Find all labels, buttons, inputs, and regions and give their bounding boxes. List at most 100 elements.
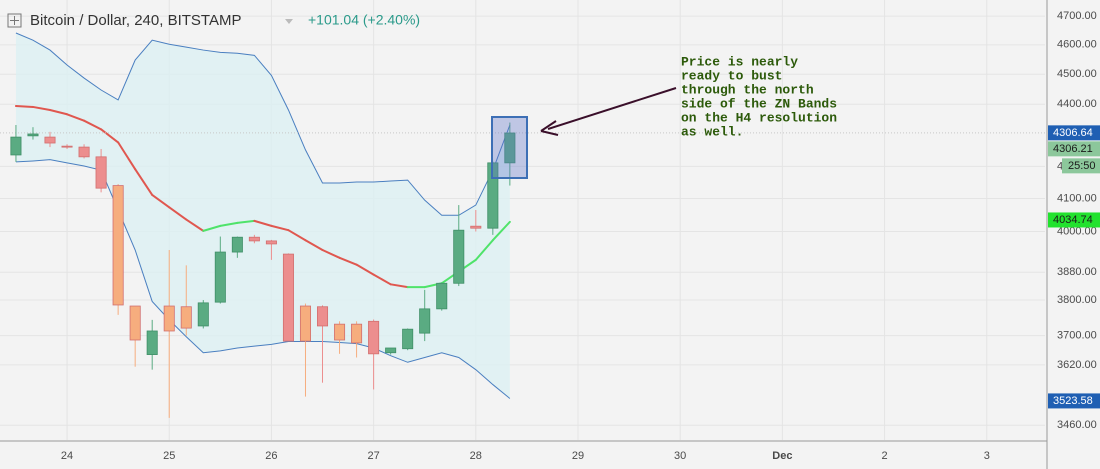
candle-body [10,136,22,156]
annotation-line: side of the ZN Bands [681,96,837,111]
annotation-line: on the H4 resolution [681,110,837,125]
y-tick-label: 4700.00 [1057,10,1097,22]
band-middle-segment [253,219,273,227]
candle-body [265,240,277,245]
countdown-badge [1062,158,1100,174]
band-middle-segment [236,219,256,224]
candle-body [419,308,431,334]
arrow-head [540,120,559,136]
y-tick-label: 4600.00 [1057,39,1097,51]
candle-body [334,323,346,341]
band-middle-segment [389,283,409,289]
price-badge-label: 4034.74 [1053,214,1093,226]
candle-body [436,282,448,310]
annotation-line: through the north [681,82,814,97]
x-tick-label: 30 [674,450,686,462]
x-tick-label: 25 [163,450,175,462]
candle-body [27,133,39,137]
candle-body [248,236,260,242]
candle-body [112,185,124,306]
y-tick-label: 4500.00 [1057,68,1097,80]
dropdown-icon[interactable] [285,19,293,24]
y-tick-label: 3620.00 [1057,359,1097,371]
plot [0,32,1045,418]
candle-body [163,305,175,332]
band-middle-segment [100,128,120,144]
band-middle-segment [338,256,358,266]
annotation-line: as well. [681,124,743,139]
band-middle-segment [474,239,494,261]
x-tick-label: 3 [984,450,990,462]
price-change: +101.04 (+2.40%) [308,12,420,28]
price-badge-label: 3523.58 [1053,395,1093,407]
x-tick-label: Dec [772,450,792,462]
band-middle-segment [355,263,375,276]
countdown-label: 25:50 [1068,160,1096,172]
candle-body [180,306,192,329]
price-badge [1048,125,1100,141]
candle-body [129,305,141,341]
arrow [547,87,677,130]
candle-body [402,328,414,350]
candle-body [317,306,329,327]
band-middle-segment [287,229,307,242]
y-tick-label: 3800.00 [1057,294,1097,306]
chart-title: Bitcoin / Dollar, 240, BITSTAMP [30,12,241,29]
band-middle-segment [270,224,290,232]
highlight-box [491,116,528,179]
band-middle-segment [491,220,511,242]
price-badge-label: 4306.21 [1053,143,1093,155]
band-middle-segment [321,249,341,259]
y-tick-label: 3460.00 [1057,419,1097,431]
price-badge [1048,393,1100,409]
price-badge-label: 4306.64 [1053,127,1093,139]
band-fill [15,32,510,399]
y-tick-label: 4000.00 [1057,225,1097,237]
annotation-line: Price is nearly [681,54,798,69]
band-middle-segment [202,224,222,232]
x-tick-label: 2 [881,450,887,462]
y-tick-label: 4400.00 [1057,98,1097,110]
candle-body [78,146,90,158]
band-middle-segment [117,141,137,171]
candle-body [351,323,363,344]
price-badge [1048,212,1100,228]
band-middle-segment [185,218,205,232]
candle-body [282,253,294,342]
candle-body [197,302,209,327]
price-badge [1048,141,1100,157]
candle-body [44,136,56,144]
candle-body [385,347,397,354]
y-tick-label: 3880.00 [1057,266,1097,278]
annotation-line: ready to bust [681,68,782,83]
axes: 3460.00 3620.00 3700.00 3800.00 3880.00 4000.… [61,10,1100,462]
candle-body [231,236,243,253]
band-middle-segment [49,108,69,116]
band-middle-segment [66,113,86,122]
candle-body [504,132,516,164]
x-tick-label: 26 [265,450,277,462]
candle-body [299,305,311,342]
band-middle-segment [134,168,154,196]
candle-body [368,320,380,355]
candle-body [453,229,465,284]
band-middle-segment [219,221,239,227]
band-middle-segment [372,273,392,286]
candle-body [470,225,482,229]
band-middle-segment [83,119,103,131]
band-middle-segment [14,105,34,108]
band-middle-segment [304,239,324,252]
candle-body [146,330,158,355]
band-middle-segment [31,105,52,111]
band-middle-segment [151,193,171,209]
y-tick-label: 3700.00 [1057,330,1097,342]
menu-icon[interactable] [7,13,22,28]
x-tick-label: 29 [572,450,584,462]
x-tick-label: 27 [367,450,379,462]
candle-body [95,156,107,189]
y-tick-label: 4100.00 [1057,192,1097,204]
candle-body [61,145,73,148]
